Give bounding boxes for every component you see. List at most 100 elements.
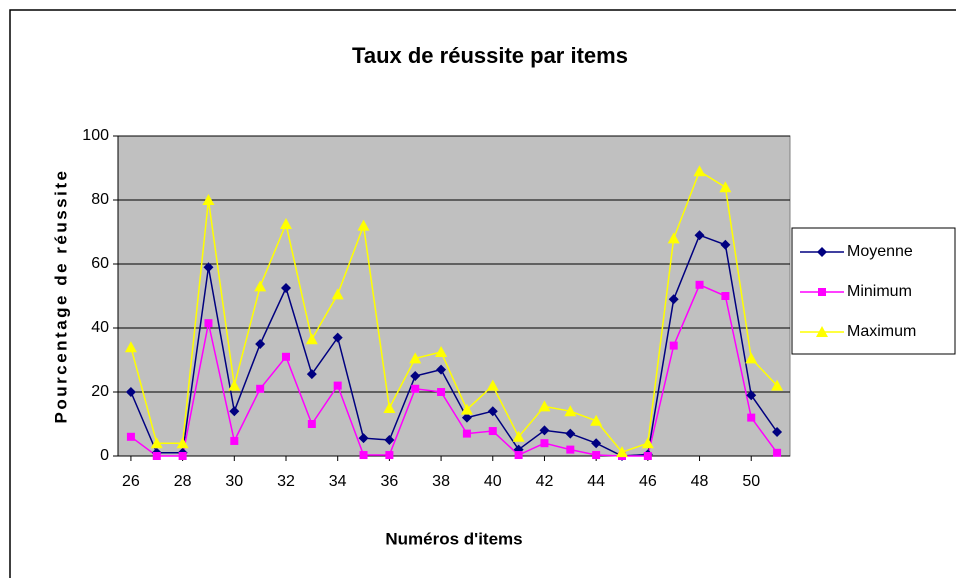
x-axis-label: Numéros d'items	[385, 529, 522, 548]
data-point	[435, 346, 448, 357]
series-line	[130, 234, 778, 457]
legend-label: Moyenne	[847, 243, 913, 260]
data-point	[488, 427, 497, 436]
data-point	[669, 341, 678, 350]
data-point	[565, 428, 576, 439]
data-point	[643, 452, 652, 460]
data-point	[333, 381, 342, 390]
data-point	[204, 319, 213, 328]
data-point	[695, 280, 704, 289]
data-point	[152, 452, 161, 460]
x-tick-label: 40	[484, 473, 502, 490]
data-point	[359, 451, 368, 460]
data-point	[539, 425, 550, 436]
legend-marker	[818, 288, 826, 296]
data-point	[721, 292, 730, 300]
data-point	[125, 387, 136, 397]
x-tick-label: 46	[639, 473, 657, 490]
plot-area	[117, 135, 791, 457]
y-axis-label: Pourcentage de réussite	[51, 169, 70, 424]
data-point	[305, 333, 318, 345]
data-point	[150, 437, 163, 449]
data-point	[772, 427, 783, 437]
chart-title: Taux de réussite par items	[352, 43, 628, 68]
data-point	[228, 379, 241, 391]
x-tick-label: 42	[536, 473, 554, 490]
data-point	[410, 371, 421, 381]
data-point	[254, 280, 267, 292]
data-point	[358, 433, 369, 444]
y-tick-label: 100	[82, 127, 109, 144]
data-point	[592, 451, 601, 460]
x-tick-label: 34	[329, 473, 347, 490]
data-point	[720, 239, 731, 250]
data-point	[590, 414, 603, 426]
x-tick-label: 48	[691, 473, 709, 490]
legend-label: Maximum	[847, 323, 916, 340]
data-point	[178, 452, 187, 460]
x-tick-label: 50	[742, 473, 760, 490]
data-point	[460, 403, 473, 415]
y-tick-label: 20	[91, 383, 109, 400]
data-point	[124, 341, 137, 353]
series-line	[130, 283, 778, 457]
data-point	[564, 405, 577, 417]
data-point	[203, 262, 214, 273]
data-point	[773, 448, 782, 457]
data-point	[126, 432, 135, 441]
y-tick-label: 0	[100, 447, 109, 464]
data-point	[409, 352, 422, 364]
data-point	[229, 406, 240, 417]
x-tick-label: 28	[174, 473, 192, 490]
legend-label: Minimum	[847, 283, 912, 300]
y-tick-label: 60	[91, 255, 109, 272]
data-point	[176, 437, 189, 449]
data-point	[280, 218, 292, 229]
y-tick-label: 40	[91, 319, 109, 336]
data-point	[332, 332, 343, 343]
data-point	[486, 379, 499, 391]
data-point	[202, 194, 215, 205]
data-point	[641, 437, 654, 449]
legend-marker	[817, 247, 827, 257]
data-point	[255, 339, 266, 349]
data-point	[357, 219, 370, 231]
data-point	[540, 439, 549, 448]
data-point	[383, 402, 396, 413]
data-point	[385, 451, 394, 460]
data-point	[487, 406, 498, 417]
data-point	[771, 379, 784, 391]
data-point	[256, 384, 265, 393]
data-point	[694, 230, 705, 241]
data-point	[667, 232, 680, 244]
data-point	[411, 384, 420, 393]
data-point	[436, 364, 447, 375]
data-point	[281, 283, 291, 293]
data-point	[331, 288, 344, 300]
data-point	[437, 388, 446, 396]
data-point	[746, 390, 757, 401]
x-tick-label: 44	[587, 473, 605, 490]
data-point	[538, 400, 551, 412]
data-point	[306, 369, 317, 380]
y-tick-label: 80	[91, 191, 109, 208]
legend-marker	[816, 326, 828, 337]
data-point	[616, 446, 628, 458]
data-point	[719, 181, 732, 193]
data-point	[461, 412, 472, 423]
data-point	[462, 429, 471, 438]
data-point	[282, 352, 290, 361]
x-tick-label: 38	[432, 473, 450, 490]
data-point	[747, 413, 756, 422]
x-tick-label: 36	[380, 473, 398, 490]
data-point	[668, 294, 679, 305]
x-tick-label: 32	[277, 473, 295, 490]
x-tick-label: 26	[122, 473, 140, 490]
data-point	[384, 435, 395, 445]
x-tick-label: 30	[225, 473, 243, 490]
data-point	[693, 165, 706, 177]
data-point	[230, 436, 239, 445]
data-point	[512, 430, 525, 442]
data-point	[745, 352, 758, 364]
